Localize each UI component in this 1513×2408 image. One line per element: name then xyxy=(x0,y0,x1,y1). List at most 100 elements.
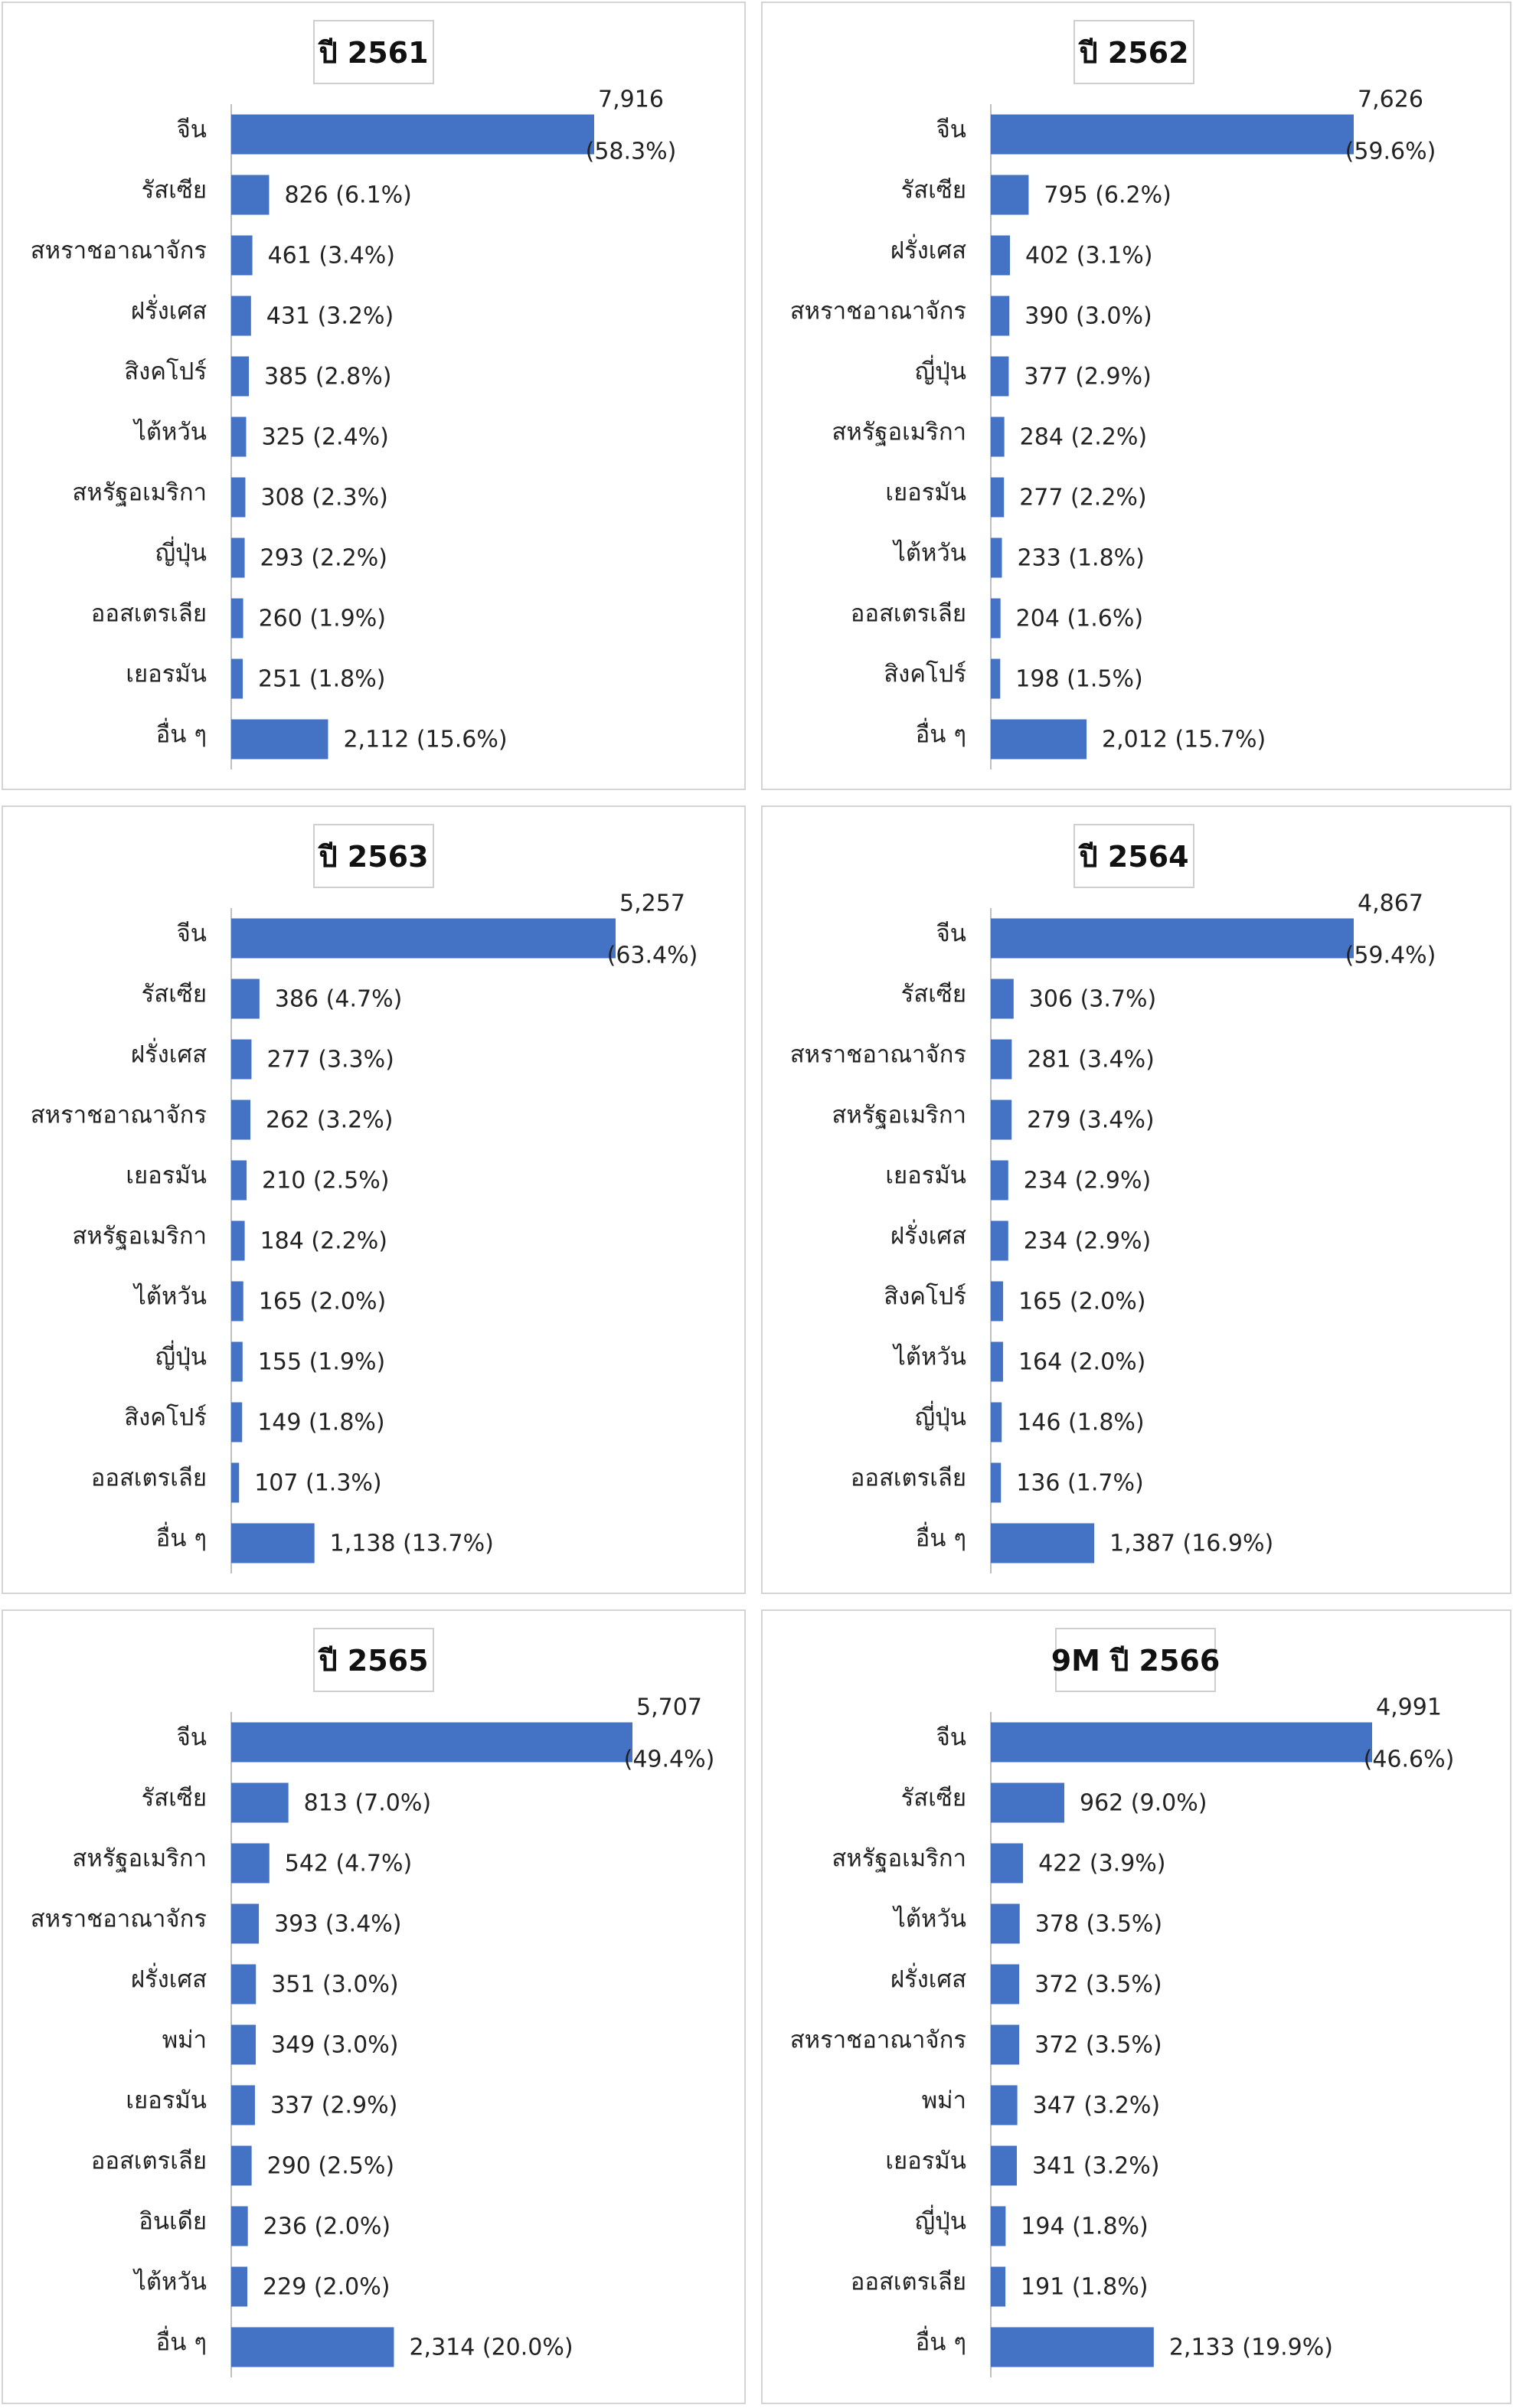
data-label: 191 (1.8%) xyxy=(1021,2274,1148,2301)
category-label: ออสเตรเลีย xyxy=(91,2148,207,2175)
category-label: เยอรมัน xyxy=(885,2148,966,2175)
category-label: ไต้หวัน xyxy=(132,1283,207,1311)
bar xyxy=(991,1099,1012,1140)
data-label: 290 (2.5%) xyxy=(267,2153,394,2180)
data-label: 194 (1.8%) xyxy=(1021,2214,1148,2240)
category-label: จีน xyxy=(177,116,207,144)
category-label: จีน xyxy=(936,116,966,144)
data-label: 1,138 (13.7%) xyxy=(330,1531,494,1557)
bar xyxy=(231,2085,255,2125)
bar-chart: จีน 7,916 (58.3%) รัสเซีย 826 (6.1%) สหราชอาณ… xyxy=(31,87,676,769)
category-label: สิงคโปร์ xyxy=(124,358,207,386)
data-label: 234 (2.9%) xyxy=(1024,1228,1151,1255)
bar xyxy=(991,2145,1018,2186)
category-label: ญี่ปุ่น xyxy=(155,537,207,568)
bar xyxy=(991,2024,1020,2065)
chart-title: 9M ปี 2566 xyxy=(1051,1628,1220,1692)
bar xyxy=(231,477,246,518)
data-label: 277 (3.3%) xyxy=(266,1047,394,1073)
bar xyxy=(991,1964,1020,2004)
data-label: 461 (3.4%) xyxy=(268,243,395,270)
data-label: 262 (3.2%) xyxy=(266,1107,393,1134)
bar xyxy=(991,1462,1002,1503)
category-label: สิงคโปร์ xyxy=(124,1404,207,1432)
category-label: สหราชอาณาจักร xyxy=(790,1041,966,1069)
data-label: 165 (2.0%) xyxy=(259,1289,386,1315)
bar xyxy=(991,417,1005,457)
bar xyxy=(231,658,243,699)
bar xyxy=(231,1782,289,1823)
data-label: 347 (3.2%) xyxy=(1033,2093,1160,2119)
category-label: ไต้หวัน xyxy=(132,419,207,446)
data-label: 184 (2.2%) xyxy=(260,1228,387,1255)
data-label: 386 (4.7%) xyxy=(275,986,402,1013)
category-label: ฝรั่งเศส xyxy=(890,234,966,265)
category-label: สหราชอาณาจักร xyxy=(31,1102,207,1129)
data-label: 351 (3.0%) xyxy=(271,1972,398,1998)
category-label: ออสเตรเลีย xyxy=(851,1465,966,1492)
data-label: 149 (1.8%) xyxy=(257,1410,384,1436)
data-label: 5,257 (63.4%) xyxy=(607,890,698,969)
bar xyxy=(231,1462,240,1503)
bar xyxy=(991,1160,1008,1201)
bar xyxy=(231,2266,248,2307)
bar xyxy=(231,598,243,639)
category-label: ออสเตรเลีย xyxy=(91,1465,207,1492)
bar xyxy=(991,1722,1372,1763)
data-label: 136 (1.7%) xyxy=(1016,1470,1143,1497)
bar-chart: จีน 5,707 (49.4%) รัสเซีย 813 (7.0%) สหรัฐอเม… xyxy=(31,1694,715,2377)
category-label: ไต้หวัน xyxy=(891,1344,966,1371)
bar xyxy=(991,719,1087,760)
bar xyxy=(231,235,253,276)
category-label: รัสเซีย xyxy=(901,1785,966,1812)
data-label: 393 (3.4%) xyxy=(274,1911,401,1938)
bar xyxy=(231,719,328,760)
category-label: ญี่ปุ่น xyxy=(155,1341,207,1372)
category-label: ไต้หวัน xyxy=(891,1906,966,1933)
category-label: สหราชอาณาจักร xyxy=(790,298,966,325)
data-label: 422 (3.9%) xyxy=(1038,1851,1165,1877)
category-label: จีน xyxy=(936,920,966,948)
data-label: 1,387 (16.9%) xyxy=(1109,1531,1273,1557)
category-label: อื่น ๆ xyxy=(156,718,207,749)
chart-panel-2564: ปี 2564 จีน 4,867 (59.4%) รัสเซีย 306 (3.7%)… xyxy=(761,805,1511,1594)
bar xyxy=(991,235,1010,276)
bar xyxy=(231,1099,251,1140)
bar xyxy=(231,1160,247,1201)
data-label: 372 (3.5%) xyxy=(1034,1972,1162,1998)
bar xyxy=(991,1341,1003,1382)
category-label: สหรัฐอเมริกา xyxy=(72,479,207,507)
chart-title: ปี 2565 xyxy=(313,1628,434,1692)
data-label: 165 (2.0%) xyxy=(1018,1289,1145,1315)
category-label: อื่น ๆ xyxy=(916,1522,966,1553)
category-label: จีน xyxy=(936,1724,966,1752)
bar xyxy=(991,1782,1064,1823)
bar xyxy=(991,1523,1095,1563)
category-label: จีน xyxy=(177,920,207,948)
category-label: จีน xyxy=(177,1724,207,1752)
data-label: 146 (1.8%) xyxy=(1017,1410,1144,1436)
data-label: 155 (1.9%) xyxy=(258,1349,385,1376)
bar xyxy=(991,1402,1002,1443)
data-label: 251 (1.8%) xyxy=(258,666,385,693)
data-label: 281 (3.4%) xyxy=(1027,1047,1154,1073)
chart-title: ปี 2563 xyxy=(313,824,434,888)
category-label: เยอรมัน xyxy=(126,2087,207,2115)
category-label: ญี่ปุ่น xyxy=(915,2205,966,2236)
category-label: สหราชอาณาจักร xyxy=(31,1906,207,1933)
data-label: 813 (7.0%) xyxy=(304,1790,431,1817)
bar xyxy=(231,918,616,959)
category-label: สหราชอาณาจักร xyxy=(31,237,207,265)
bar xyxy=(991,1843,1024,1884)
bar xyxy=(231,356,250,397)
bar-chart: จีน 5,257 (63.4%) รัสเซีย 386 (4.7%) ฝรั่งเศส… xyxy=(31,890,698,1573)
data-label: 5,707 (49.4%) xyxy=(624,1694,715,1773)
bar xyxy=(231,417,247,457)
bar xyxy=(231,1281,243,1322)
bar xyxy=(231,1523,315,1563)
category-label: สหรัฐอเมริกา xyxy=(72,1223,207,1250)
data-label: 378 (3.5%) xyxy=(1035,1911,1162,1938)
bar xyxy=(991,918,1354,959)
data-label: 260 (1.9%) xyxy=(259,606,386,632)
chart-title: ปี 2564 xyxy=(1073,824,1194,888)
